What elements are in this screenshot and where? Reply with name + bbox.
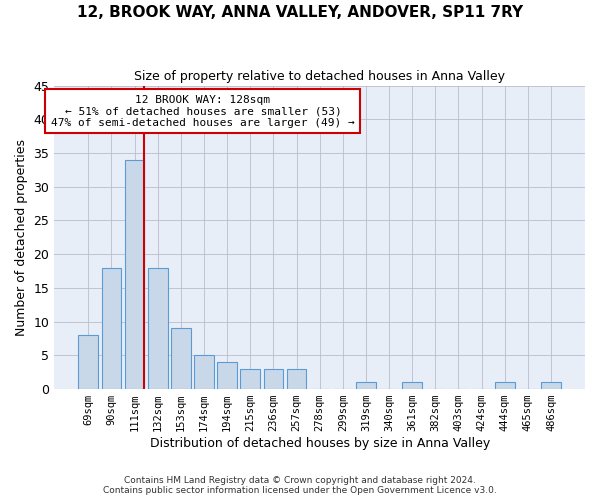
Y-axis label: Number of detached properties: Number of detached properties: [15, 139, 28, 336]
Bar: [287, 369, 307, 389]
Bar: [171, 328, 191, 389]
Bar: [403, 382, 422, 389]
Text: 12, BROOK WAY, ANNA VALLEY, ANDOVER, SP11 7RY: 12, BROOK WAY, ANNA VALLEY, ANDOVER, SP1…: [77, 5, 523, 20]
Text: Contains HM Land Registry data © Crown copyright and database right 2024.
Contai: Contains HM Land Registry data © Crown c…: [103, 476, 497, 495]
Bar: [79, 335, 98, 389]
Bar: [125, 160, 145, 389]
Text: 12 BROOK WAY: 128sqm
← 51% of detached houses are smaller (53)
47% of semi-detac: 12 BROOK WAY: 128sqm ← 51% of detached h…: [51, 94, 355, 128]
Bar: [194, 356, 214, 389]
Bar: [541, 382, 561, 389]
Bar: [148, 268, 167, 389]
Bar: [356, 382, 376, 389]
Bar: [217, 362, 237, 389]
Title: Size of property relative to detached houses in Anna Valley: Size of property relative to detached ho…: [134, 70, 505, 83]
Bar: [101, 268, 121, 389]
Bar: [263, 369, 283, 389]
Bar: [241, 369, 260, 389]
X-axis label: Distribution of detached houses by size in Anna Valley: Distribution of detached houses by size …: [149, 437, 490, 450]
Bar: [495, 382, 515, 389]
